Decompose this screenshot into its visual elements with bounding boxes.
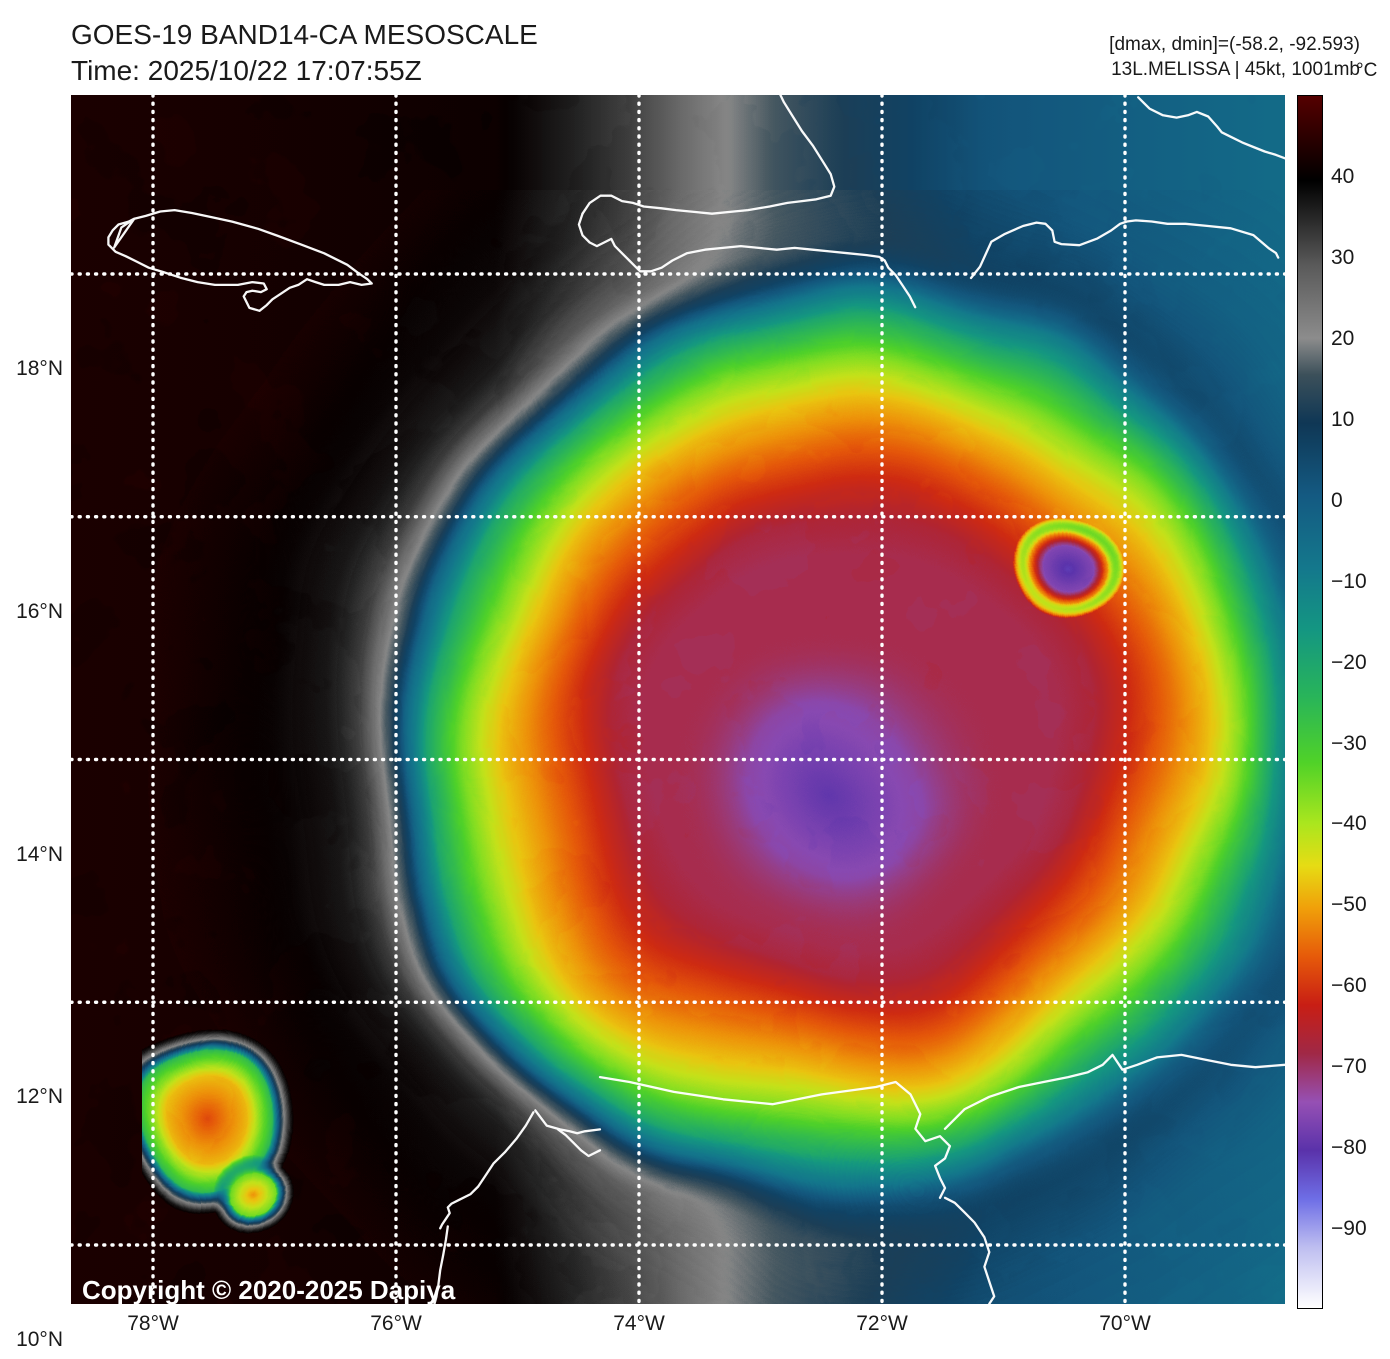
svg-text:Copyright © 2020-2025 Dapiya: Copyright © 2020-2025 Dapiya [82, 1275, 456, 1304]
